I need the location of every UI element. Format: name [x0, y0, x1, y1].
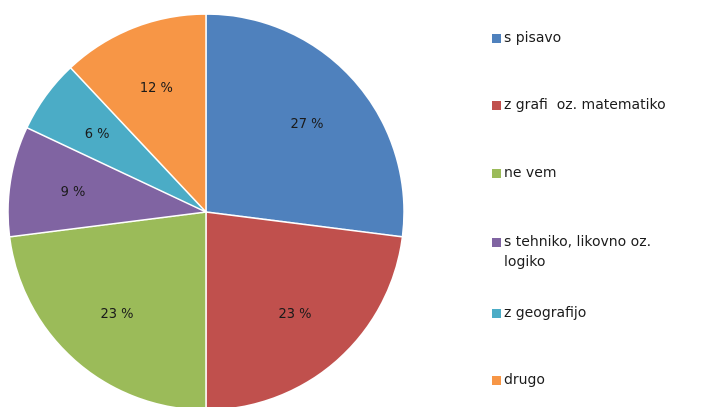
pie-slice — [7, 126, 209, 238]
pie-data-label: 6 % — [85, 127, 110, 142]
pie-slice — [205, 13, 405, 238]
legend-swatch — [492, 169, 501, 178]
chart-legend: s pisavo z grafi oz. matematiko ne vem s te… — [492, 0, 712, 407]
pie-data-label: 27 % — [290, 117, 323, 132]
legend-item: s pisavo — [492, 28, 714, 48]
legend-swatch — [492, 34, 501, 43]
legend-label: drugo — [504, 372, 545, 388]
pie-slice — [8, 211, 207, 407]
legend-item: z grafi oz. matematiko — [492, 95, 714, 115]
legend-item: z geografijo — [492, 303, 714, 323]
legend-label: ne vem — [504, 165, 557, 181]
legend-item: drugo — [492, 370, 714, 390]
legend-label: s pisavo — [504, 30, 562, 46]
legend-swatch — [492, 376, 501, 385]
pie-slice — [69, 13, 207, 214]
legend-swatch — [492, 238, 501, 247]
pie-data-label: 9 % — [61, 185, 86, 200]
legend-swatch — [492, 309, 501, 318]
pie-data-label: 12 % — [140, 81, 173, 96]
pie-data-label: 23 % — [100, 307, 133, 322]
pie-data-labels: 27 % 23 % 23 % 9 % 6 % 12 % — [61, 81, 324, 322]
pie-slices — [7, 13, 405, 407]
legend-label: z geografijo — [504, 305, 587, 321]
legend-label: z grafi oz. matematiko — [504, 97, 666, 113]
legend-swatch — [492, 101, 501, 110]
legend-item: s tehniko, likovno oz. logiko — [492, 232, 714, 272]
pie-data-label: 23 % — [278, 307, 311, 322]
pie-slice — [205, 211, 404, 407]
legend-item: ne vem — [492, 163, 714, 183]
legend-label: s tehniko, likovno oz. logiko — [504, 234, 652, 270]
